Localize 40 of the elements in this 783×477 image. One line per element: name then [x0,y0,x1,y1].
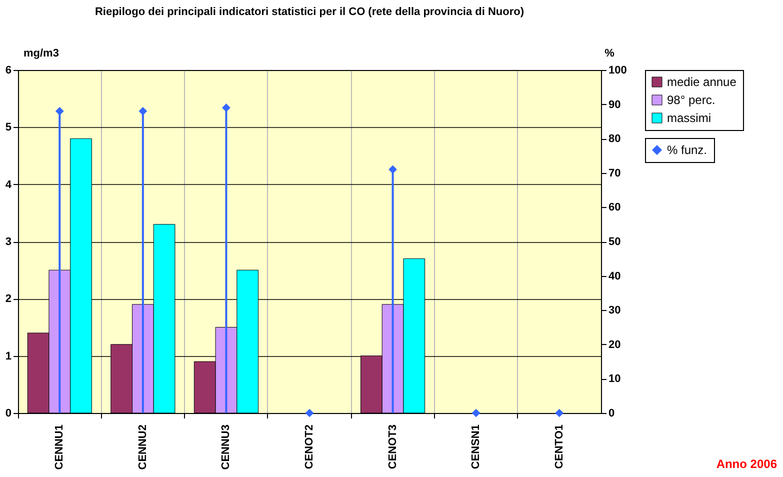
y2-tick-label: 20 [608,338,621,351]
x-tick-label: CENSN1 [470,424,482,470]
y2-tick-label: 40 [608,270,621,282]
y2-tick-label: 90 [608,98,621,111]
point [388,165,397,174]
point [55,106,64,116]
point [305,408,314,418]
y2-tick-label: 50 [608,236,621,248]
legend-label: medie annue [667,75,737,89]
point [555,408,564,418]
y2-tick-label: 10 [608,373,621,386]
y-tick-label: 5 [5,122,12,134]
y-tick-label: 6 [5,64,12,76]
y-axis-title: mg/m3 [24,48,59,60]
x-tick-label: CENNU3 [220,424,232,470]
legend-label: 98° perc. [667,93,716,107]
y-tick-label: 1 [5,350,12,362]
chart-title: Riepilogo dei principali indicatori statistici per il CO (rete della provincia di Nuoro) [94,6,524,18]
point [472,408,480,418]
point [222,104,230,112]
x-tick-label: CENOT2 [304,424,316,470]
x-tick-label: CENNU1 [54,424,66,470]
y2-tick-label: 80 [608,133,621,146]
point [138,106,148,116]
legend-label: massimi [667,111,711,125]
x-tick-label: CENOT3 [386,424,399,470]
y2-tick-label: 0 [608,408,615,420]
y2-tick-label: 60 [608,202,621,214]
legend-label: % funz. [667,143,708,157]
y2-tick-label: 30 [608,304,621,317]
y-tick-label: 4 [5,178,12,191]
y2-axis-title: % [604,48,615,60]
text: Anno 2006 [716,457,777,471]
x-tick-label: CENNU2 [136,424,149,470]
y-tick-label: 0 [5,408,12,420]
y-tick-label: 3 [5,236,12,248]
y2-tick-label: 100 [608,64,627,76]
y2-tick-label: 70 [608,167,621,180]
x-tick-label: CENTO1 [553,424,566,469]
y-tick-label: 2 [5,293,12,306]
